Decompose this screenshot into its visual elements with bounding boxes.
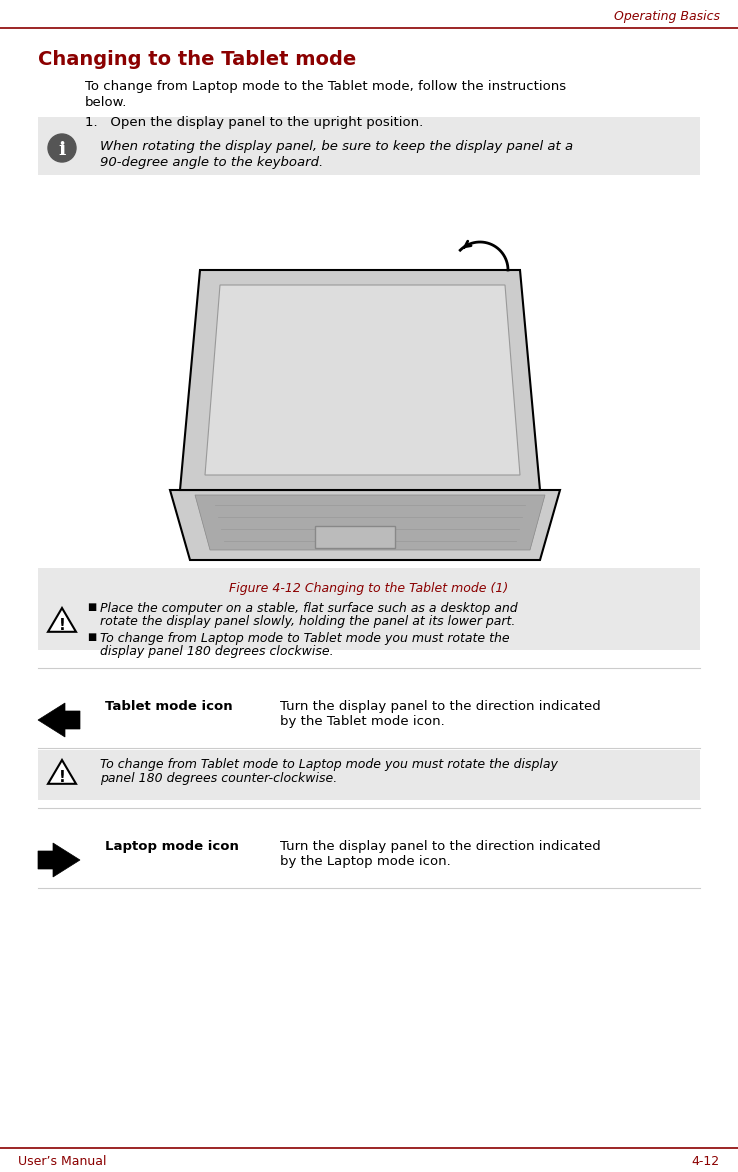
Text: Figure 4-12 Changing to the Tablet mode (1): Figure 4-12 Changing to the Tablet mode … [230,582,508,595]
Text: Operating Basics: Operating Basics [614,11,720,23]
Text: by the Tablet mode icon.: by the Tablet mode icon. [280,715,445,728]
Text: Turn the display panel to the direction indicated: Turn the display panel to the direction … [280,840,601,853]
Text: Tablet mode icon: Tablet mode icon [105,700,232,713]
Text: below.: below. [85,96,128,109]
FancyBboxPatch shape [315,526,395,548]
Text: 1.   Open the display panel to the upright position.: 1. Open the display panel to the upright… [85,116,424,129]
Text: panel 180 degrees counter-clockwise.: panel 180 degrees counter-clockwise. [100,772,337,785]
Text: by the Laptop mode icon.: by the Laptop mode icon. [280,856,451,868]
Text: rotate the display panel slowly, holding the panel at its lower part.: rotate the display panel slowly, holding… [100,615,515,628]
Text: To change from Laptop mode to the Tablet mode, follow the instructions: To change from Laptop mode to the Tablet… [85,80,566,93]
Text: display panel 180 degrees clockwise.: display panel 180 degrees clockwise. [100,645,334,657]
Text: When rotating the display panel, be sure to keep the display panel at a: When rotating the display panel, be sure… [100,139,573,154]
FancyBboxPatch shape [38,750,700,800]
Polygon shape [38,703,80,737]
Text: Laptop mode icon: Laptop mode icon [105,840,239,853]
Circle shape [48,134,76,162]
Text: !: ! [58,618,66,633]
Text: ■: ■ [87,632,96,642]
Polygon shape [38,843,80,877]
Text: Place the computer on a stable, flat surface such as a desktop and: Place the computer on a stable, flat sur… [100,602,517,615]
Text: 90-degree angle to the keyboard.: 90-degree angle to the keyboard. [100,156,323,169]
Text: !: ! [58,770,66,785]
Text: User’s Manual: User’s Manual [18,1154,106,1168]
Polygon shape [205,285,520,475]
Text: i: i [58,141,66,159]
Polygon shape [195,495,545,550]
Text: To change from Tablet mode to Laptop mode you must rotate the display: To change from Tablet mode to Laptop mod… [100,758,558,771]
Polygon shape [48,759,76,784]
Polygon shape [48,608,76,632]
Text: Turn the display panel to the direction indicated: Turn the display panel to the direction … [280,700,601,713]
FancyBboxPatch shape [38,117,700,175]
FancyBboxPatch shape [38,568,700,650]
Polygon shape [170,490,560,560]
Text: 4-12: 4-12 [692,1154,720,1168]
Text: ■: ■ [87,602,96,612]
Text: To change from Laptop mode to Tablet mode you must rotate the: To change from Laptop mode to Tablet mod… [100,632,510,645]
Polygon shape [180,270,540,490]
Text: Changing to the Tablet mode: Changing to the Tablet mode [38,50,356,69]
